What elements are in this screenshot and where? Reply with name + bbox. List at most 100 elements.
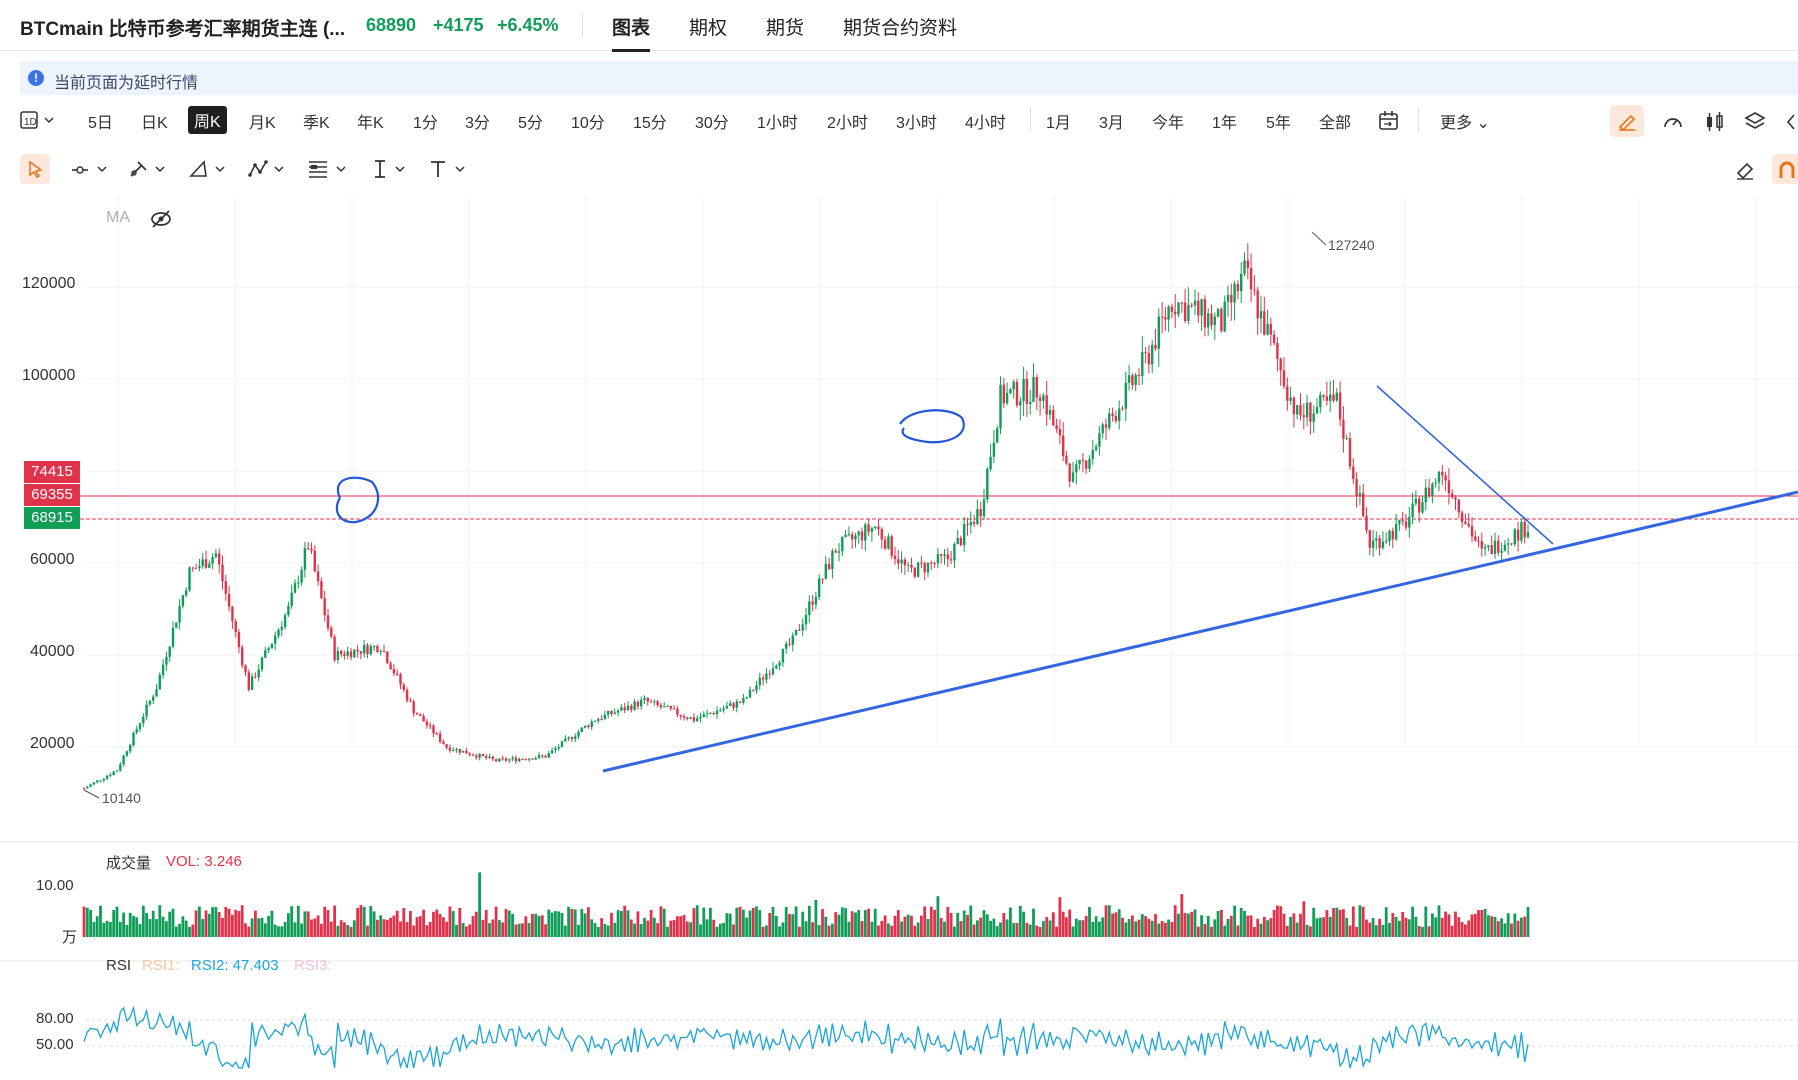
pattern-tool-icon[interactable] <box>247 158 289 180</box>
line-tool-icon[interactable] <box>70 160 112 180</box>
candle-body <box>1118 408 1121 421</box>
rsi-title: RSI <box>106 957 132 974</box>
period-5d[interactable]: 5日 <box>88 115 113 132</box>
candle-body <box>1045 395 1048 415</box>
rsi2-line <box>83 1005 1529 1070</box>
layout-icon[interactable]: 1D <box>20 111 60 131</box>
candle-body <box>1348 438 1352 467</box>
volume-bar <box>587 907 590 937</box>
volume-bar <box>320 923 323 937</box>
layers-icon[interactable] <box>1744 111 1766 133</box>
volume-bar <box>1368 922 1372 937</box>
volume-bar <box>1098 921 1101 937</box>
candle-body <box>405 689 409 701</box>
brush-icon[interactable] <box>128 158 170 180</box>
candle-body <box>1183 302 1187 321</box>
volume-bar <box>1526 907 1530 937</box>
candle-body <box>211 557 214 564</box>
period-weekly[interactable]: 周K <box>188 106 227 134</box>
volume-bar <box>943 921 946 937</box>
period-3h[interactable]: 3小时 <box>896 115 937 132</box>
period-1min[interactable]: 1分 <box>413 115 438 132</box>
volume-bar <box>1061 911 1065 937</box>
volume-bar <box>352 920 356 937</box>
volume-bar <box>336 925 340 937</box>
range-all[interactable]: 全部 <box>1319 115 1352 132</box>
range-ytd[interactable]: 今年 <box>1152 115 1185 132</box>
volume-bar <box>814 899 818 937</box>
candle-body <box>280 626 283 630</box>
candle-body <box>326 615 330 629</box>
text-tool-icon[interactable] <box>428 158 472 180</box>
candle-body <box>626 705 630 711</box>
period-1h[interactable]: 1小时 <box>757 115 798 132</box>
period-15min[interactable]: 15分 <box>633 115 667 132</box>
more-periods-button[interactable]: 更多 ⌄ <box>1440 115 1490 132</box>
volume-bar <box>194 910 198 937</box>
range-3m[interactable]: 3月 <box>1099 115 1124 132</box>
candle-body <box>181 595 185 607</box>
period-monthly[interactable]: 月K <box>249 115 276 132</box>
calendar-icon[interactable] <box>1378 110 1400 132</box>
candle-body <box>485 756 488 758</box>
period-10min[interactable]: 10分 <box>571 115 605 132</box>
period-daily[interactable]: 日K <box>141 115 168 132</box>
eraser-icon[interactable] <box>1734 159 1756 181</box>
tab-futures-contract-info[interactable]: 期货合约资料 <box>843 18 958 39</box>
text-cursor-icon[interactable] <box>370 158 414 180</box>
volume-bar <box>837 914 841 937</box>
volume-bar <box>240 905 244 937</box>
volume-bar <box>491 919 495 937</box>
volume-bar <box>115 906 119 937</box>
volume-bar <box>840 907 844 937</box>
hide-eye-icon[interactable] <box>150 209 172 229</box>
tab-options[interactable]: 期权 <box>689 18 728 39</box>
candle-body <box>1062 435 1065 456</box>
period-4h[interactable]: 4小时 <box>965 115 1006 132</box>
high-label: 127240 <box>1328 237 1375 253</box>
volume-bar <box>112 910 116 937</box>
chart-area[interactable]: MA 120000 100000 60000 40000 20000 74415… <box>0 196 1798 1080</box>
candle-body <box>1427 487 1431 496</box>
range-5y[interactable]: 5年 <box>1266 115 1291 132</box>
period-5min[interactable]: 5分 <box>518 115 543 132</box>
volume-bar <box>1246 915 1250 937</box>
candle-body <box>682 716 686 718</box>
chevron-left-icon[interactable] <box>1784 111 1798 133</box>
candle-body <box>1029 402 1032 404</box>
volume-bar <box>699 924 702 937</box>
kline-chart[interactable] <box>0 196 1798 1080</box>
period-30min[interactable]: 30分 <box>695 115 729 132</box>
candle-type-icon[interactable] <box>1704 111 1726 133</box>
cursor-tool-button[interactable] <box>20 154 50 184</box>
candle-body <box>1431 483 1434 496</box>
period-quarterly[interactable]: 季K <box>303 115 330 132</box>
candle-body <box>903 559 907 566</box>
volume-bar <box>501 922 505 937</box>
volume-bar <box>603 923 607 937</box>
symbol-title[interactable]: BTCmain 比特币参考汇率期货主连 (... <box>20 19 346 40</box>
volume-bar <box>1421 926 1424 937</box>
candle-body <box>1048 410 1052 415</box>
volume-bar <box>1493 917 1497 937</box>
candle-body <box>1368 530 1371 548</box>
candle-body <box>910 565 913 568</box>
candle-body <box>1035 377 1038 398</box>
tab-chart[interactable]: 图表 <box>612 13 651 52</box>
speedometer-icon[interactable] <box>1662 112 1684 132</box>
period-3min[interactable]: 3分 <box>465 115 490 132</box>
candle-body <box>640 700 643 707</box>
volume-bar <box>606 925 610 937</box>
period-2h[interactable]: 2小时 <box>827 115 868 132</box>
volume-bar <box>1371 917 1375 937</box>
shape-tool-icon[interactable] <box>188 158 230 180</box>
draw-toggle-button[interactable] <box>1610 105 1644 137</box>
magnet-button[interactable] <box>1772 154 1798 184</box>
range-1y[interactable]: 1年 <box>1212 115 1237 132</box>
tab-futures[interactable]: 期货 <box>766 18 805 39</box>
period-yearly[interactable]: 年K <box>357 115 384 132</box>
range-1m[interactable]: 1月 <box>1046 115 1071 132</box>
candle-body <box>854 535 857 540</box>
fib-tool-icon[interactable] <box>307 158 351 180</box>
volume-bar <box>893 915 897 937</box>
